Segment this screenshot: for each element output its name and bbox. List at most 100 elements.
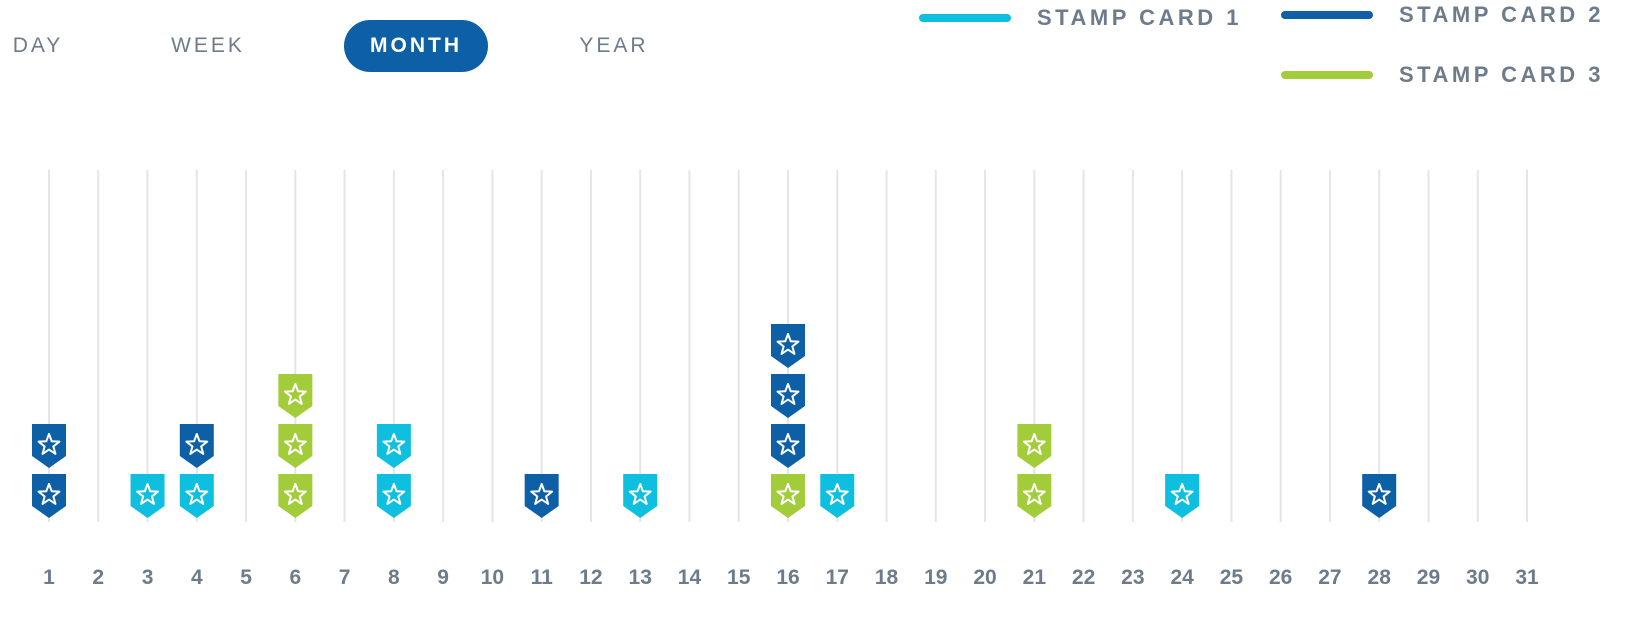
tab-month[interactable]: MONTH <box>344 20 488 72</box>
stamp-shield <box>771 474 805 518</box>
stamp-marker[interactable] <box>771 474 805 518</box>
star-icon <box>1170 483 1194 505</box>
day-tick-label: 26 <box>1269 566 1292 589</box>
stamp-shield <box>32 424 66 468</box>
day-tick-label: 20 <box>973 566 996 589</box>
day-tick-label: 15 <box>727 566 751 589</box>
day-tick-label: 27 <box>1318 566 1341 589</box>
legend-swatch <box>1281 11 1373 19</box>
day-tick-label: 8 <box>388 566 400 589</box>
star-icon <box>1022 483 1046 505</box>
stamp-shield <box>376 424 411 468</box>
stamp-marker[interactable] <box>1165 474 1200 518</box>
stamp-marker[interactable] <box>179 424 214 468</box>
stamp-marker[interactable] <box>820 474 855 518</box>
star-icon <box>1367 483 1391 505</box>
star-icon <box>776 383 800 405</box>
star-icon <box>382 483 406 505</box>
stamp-marker[interactable] <box>771 324 805 368</box>
legend-swatch <box>919 14 1011 22</box>
day-tick-label: 30 <box>1466 566 1489 589</box>
legend-swatch <box>1281 71 1373 79</box>
legend-label: STAMP CARD 3 <box>1399 62 1604 87</box>
stamp-marker[interactable] <box>771 424 805 468</box>
tab-year[interactable]: YEAR <box>579 34 649 57</box>
star-icon <box>776 433 800 455</box>
stamp-shield <box>278 474 313 518</box>
stamp-marker[interactable] <box>1362 474 1397 518</box>
stamp-marker[interactable] <box>376 424 411 468</box>
stamp-shield <box>32 474 66 518</box>
stamp-marker[interactable] <box>179 474 214 518</box>
stamp-marker[interactable] <box>32 424 66 468</box>
star-icon <box>37 483 61 505</box>
stamp-shield <box>376 474 411 518</box>
stamp-marker[interactable] <box>278 374 313 418</box>
star-icon <box>1022 433 1046 455</box>
stamp-shield <box>524 474 559 518</box>
star-icon <box>628 483 652 505</box>
stamp-marker[interactable] <box>278 424 313 468</box>
day-tick-label: 6 <box>289 566 301 589</box>
stamp-shield <box>1165 474 1200 518</box>
stamp-marker[interactable] <box>623 474 658 518</box>
stamp-marker[interactable] <box>1017 424 1052 468</box>
star-icon <box>37 433 61 455</box>
day-tick-label: 13 <box>629 566 652 589</box>
stamp-marker[interactable] <box>376 474 411 518</box>
stamp-markers <box>32 324 1397 518</box>
star-icon <box>776 483 800 505</box>
gridlines <box>48 170 1528 522</box>
stamp-marker[interactable] <box>130 474 165 518</box>
stamp-shield <box>771 324 805 368</box>
day-tick-label: 1 <box>43 566 55 589</box>
stamp-shield <box>179 474 214 518</box>
legend-item-stamp-card-2: STAMP CARD 2 <box>1281 0 1611 30</box>
star-icon <box>776 333 800 355</box>
star-icon <box>382 433 406 455</box>
day-tick-label: 24 <box>1170 566 1194 589</box>
day-tick-label: 31 <box>1515 566 1539 589</box>
stamp-shield <box>820 474 855 518</box>
stamp-shield <box>771 424 805 468</box>
stamp-marker[interactable] <box>1017 474 1052 518</box>
star-icon <box>283 383 307 405</box>
period-tabs: DAY WEEK MONTH YEAR <box>0 20 680 72</box>
stamp-marker[interactable] <box>278 474 313 518</box>
day-tick-label: 11 <box>531 566 554 589</box>
day-tick-label: 5 <box>240 566 252 589</box>
day-tick-label: 29 <box>1417 566 1440 589</box>
day-tick-label: 17 <box>826 566 849 589</box>
star-icon <box>283 433 307 455</box>
stamp-shield <box>130 474 165 518</box>
stamp-shield <box>623 474 658 518</box>
legend-item-stamp-card-3: STAMP CARD 3 <box>1281 60 1611 90</box>
day-labels: 1 2 3 4 5 6 7 8 9 10 11 12 13 14 15 16 17 18 19 20 21 22 23 24 2… <box>43 566 1539 589</box>
day-tick-label: 25 <box>1220 566 1244 589</box>
day-tick-label: 12 <box>579 566 602 589</box>
day-tick-label: 16 <box>776 566 799 589</box>
day-tick-label: 2 <box>92 566 104 589</box>
stamp-timeline-chart: 1 2 3 4 5 6 7 8 9 10 11 12 13 14 15 16 17 18 19 20 21 22 23 24 2… <box>32 170 1539 589</box>
star-icon <box>185 433 209 455</box>
legend-label: STAMP CARD 2 <box>1399 2 1604 27</box>
stamp-shield <box>278 374 313 418</box>
day-tick-label: 9 <box>437 566 449 589</box>
day-tick-label: 21 <box>1023 566 1047 589</box>
day-tick-label: 28 <box>1368 566 1392 589</box>
tab-week[interactable]: WEEK <box>171 34 245 57</box>
day-tick-label: 23 <box>1121 566 1144 589</box>
stamp-shield <box>771 374 805 418</box>
legend-label: STAMP CARD 1 <box>1037 5 1242 30</box>
star-icon <box>825 483 849 505</box>
stamp-shield <box>1017 424 1052 468</box>
stamp-shield <box>1362 474 1397 518</box>
stamp-marker[interactable] <box>524 474 559 518</box>
stamp-shield <box>278 424 313 468</box>
stamp-marker[interactable] <box>771 374 805 418</box>
day-tick-label: 22 <box>1072 566 1095 589</box>
day-tick-label: 14 <box>678 566 702 589</box>
tab-day[interactable]: DAY <box>12 34 64 57</box>
stamp-marker[interactable] <box>32 474 66 518</box>
star-icon <box>283 483 307 505</box>
